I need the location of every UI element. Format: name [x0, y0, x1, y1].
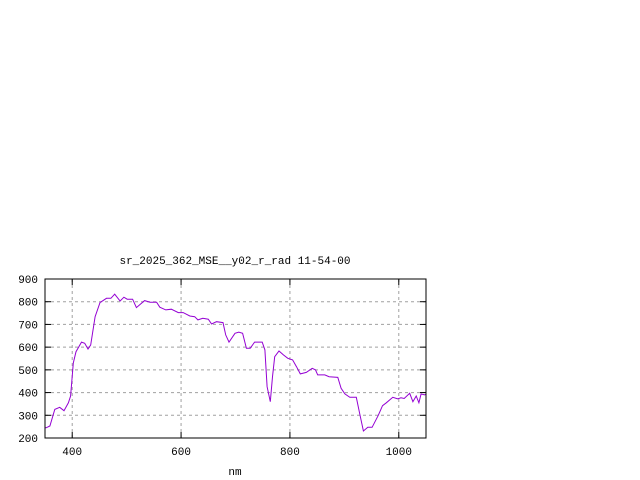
- y-tick-label: 500: [18, 366, 38, 378]
- axis-ticks: 200 300 400 500 600 700 800 900 400 600 800 1000: [18, 275, 426, 459]
- series-line: [45, 293, 427, 432]
- y-tick-label: 300: [18, 411, 38, 423]
- y-tick-label: 200: [18, 434, 38, 446]
- series-group: [45, 293, 427, 432]
- plot-border: [44, 278, 427, 439]
- x-tick-label: 800: [280, 447, 300, 459]
- y-tick-label: 800: [18, 298, 38, 310]
- y-tick-label: 700: [18, 320, 38, 332]
- x-tick-label: 1000: [386, 447, 412, 459]
- x-tick-label: 400: [62, 447, 82, 459]
- chart-title: sr_2025_362_MSE__y02_r_rad 11-54-00: [119, 256, 350, 268]
- y-tick-label: 900: [18, 275, 38, 287]
- y-tick-label: 400: [18, 389, 38, 401]
- x-tick-label: 600: [171, 447, 191, 459]
- grid: [45, 279, 426, 438]
- y-tick-label: 600: [18, 343, 38, 355]
- x-axis-label: nm: [228, 467, 242, 479]
